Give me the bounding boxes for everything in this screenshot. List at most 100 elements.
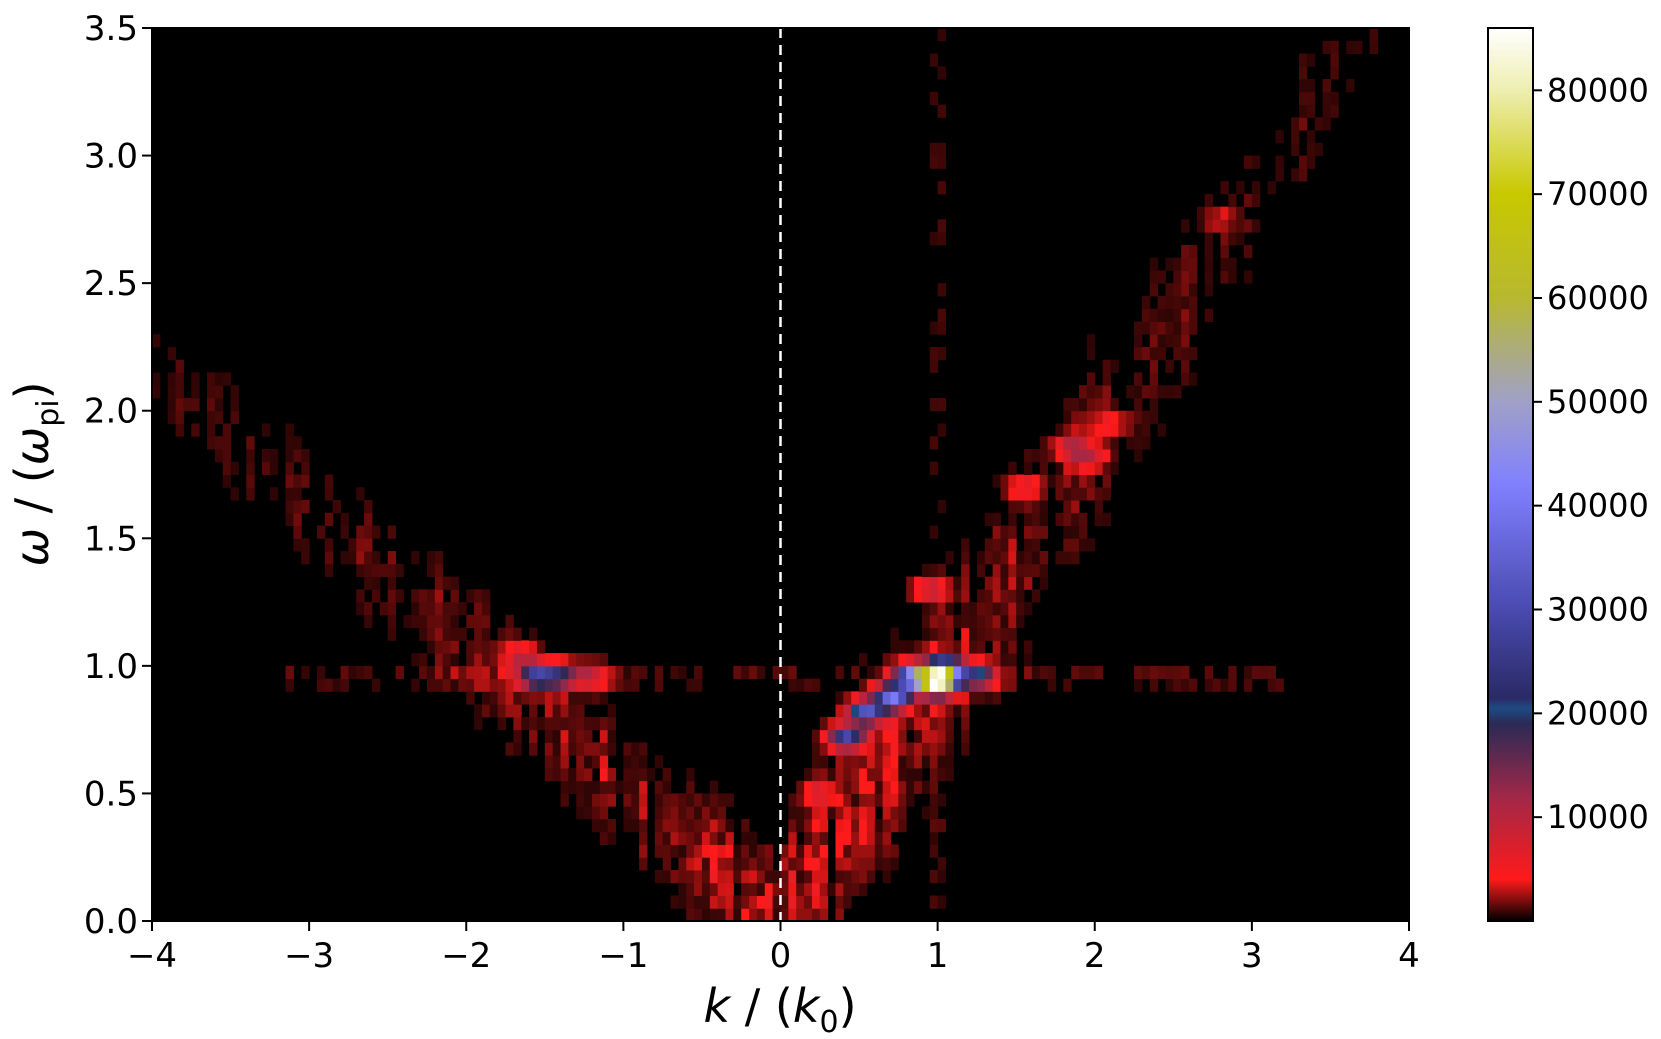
heatmap-cell xyxy=(835,793,843,806)
heatmap-cell xyxy=(796,679,804,692)
heatmap-cell xyxy=(851,806,859,819)
heatmap-cell xyxy=(828,781,836,794)
heatmap-cell xyxy=(1307,143,1315,156)
heatmap-cell xyxy=(890,628,898,641)
heatmap-cell xyxy=(890,653,898,666)
heatmap-cell xyxy=(301,500,309,513)
heatmap-cell xyxy=(945,577,953,590)
heatmap-cell xyxy=(1063,423,1071,436)
heatmap-cell xyxy=(953,704,961,717)
heatmap-cell xyxy=(1134,372,1142,385)
heatmap-cell xyxy=(1063,411,1071,424)
heatmap-cell xyxy=(993,615,1001,628)
heatmap-cell xyxy=(1079,462,1087,475)
heatmap-cell xyxy=(694,666,702,679)
x-tick-label: −4 xyxy=(127,936,177,976)
heatmap-cell xyxy=(576,717,584,730)
heatmap-cell xyxy=(1244,666,1252,679)
heatmap-cell xyxy=(953,666,961,679)
heatmap-cell xyxy=(490,679,498,692)
heatmap-cell xyxy=(1205,679,1213,692)
heatmap-cell xyxy=(867,844,875,857)
heatmap-cell xyxy=(890,666,898,679)
heatmap-cell xyxy=(1142,666,1150,679)
heatmap-cell xyxy=(1291,168,1299,181)
heatmap-cell xyxy=(262,423,270,436)
heatmap-cell xyxy=(796,819,804,832)
heatmap-cell xyxy=(451,679,459,692)
heatmap-cell xyxy=(796,883,804,896)
heatmap-cell xyxy=(1032,538,1040,551)
heatmap-cell xyxy=(843,742,851,755)
heatmap-cell xyxy=(914,742,922,755)
heatmap-cell xyxy=(1071,487,1079,500)
heatmap-cell xyxy=(1008,538,1016,551)
heatmap-cell xyxy=(1008,475,1016,488)
heatmap-cell xyxy=(191,398,199,411)
heatmap-cell xyxy=(286,449,294,462)
heatmap-cell xyxy=(443,628,451,641)
heatmap-cell xyxy=(859,793,867,806)
heatmap-cell xyxy=(804,857,812,870)
heatmap-cell xyxy=(788,679,796,692)
heatmap-cell xyxy=(176,372,184,385)
heatmap-cell xyxy=(851,844,859,857)
heatmap-cell xyxy=(718,806,726,819)
heatmap-cell xyxy=(867,704,875,717)
heatmap-cell xyxy=(930,156,938,169)
heatmap-cell xyxy=(293,526,301,539)
heatmap-cell xyxy=(890,755,898,768)
heatmap-cell xyxy=(490,691,498,704)
heatmap-cell xyxy=(812,870,820,883)
heatmap-cell xyxy=(820,895,828,908)
heatmap-cell xyxy=(1016,487,1024,500)
heatmap-cell xyxy=(293,513,301,526)
heatmap-cell xyxy=(529,628,537,641)
heatmap-cell xyxy=(930,895,938,908)
heatmap-cell xyxy=(1087,372,1095,385)
heatmap-cell xyxy=(781,883,789,896)
heatmap-cell xyxy=(741,844,749,857)
heatmap-cell xyxy=(812,819,820,832)
heatmap-cell xyxy=(820,806,828,819)
heatmap-cell xyxy=(215,385,223,398)
heatmap-cell xyxy=(851,781,859,794)
heatmap-cell xyxy=(348,666,356,679)
heatmap-cell xyxy=(938,181,946,194)
heatmap-cell xyxy=(1205,270,1213,283)
heatmap-cell xyxy=(945,742,953,755)
heatmap-cell xyxy=(623,755,631,768)
heatmap-cell xyxy=(1095,423,1103,436)
heatmap-cell xyxy=(812,793,820,806)
heatmap-cell xyxy=(474,653,482,666)
heatmap-cell xyxy=(993,666,1001,679)
heatmap-cell xyxy=(293,449,301,462)
heatmap-cell xyxy=(1346,41,1354,54)
heatmap-cell xyxy=(1323,117,1331,130)
heatmap-cell xyxy=(647,768,655,781)
heatmap-cell xyxy=(1181,372,1189,385)
heatmap-cell xyxy=(561,781,569,794)
colorbar xyxy=(1488,28,1533,921)
heatmap-cell xyxy=(875,793,883,806)
heatmap-cell xyxy=(545,679,553,692)
heatmap-cell xyxy=(686,895,694,908)
heatmap-cell xyxy=(631,742,639,755)
y-tick-label: 2.0 xyxy=(84,392,138,432)
heatmap-cell xyxy=(796,781,804,794)
heatmap-cell xyxy=(286,475,294,488)
heatmap-cell xyxy=(835,819,843,832)
heatmap-cell xyxy=(922,577,930,590)
heatmap-cell xyxy=(498,653,506,666)
heatmap-cell xyxy=(623,679,631,692)
heatmap-cell xyxy=(993,526,1001,539)
heatmap-cell xyxy=(835,768,843,781)
heatmap-cell xyxy=(435,589,443,602)
heatmap-cell xyxy=(1103,513,1111,526)
heatmap-cell xyxy=(443,640,451,653)
heatmap-cell xyxy=(859,768,867,781)
heatmap-cell xyxy=(671,870,679,883)
heatmap-cell xyxy=(922,717,930,730)
heatmap-cell xyxy=(828,717,836,730)
heatmap-cell xyxy=(710,857,718,870)
